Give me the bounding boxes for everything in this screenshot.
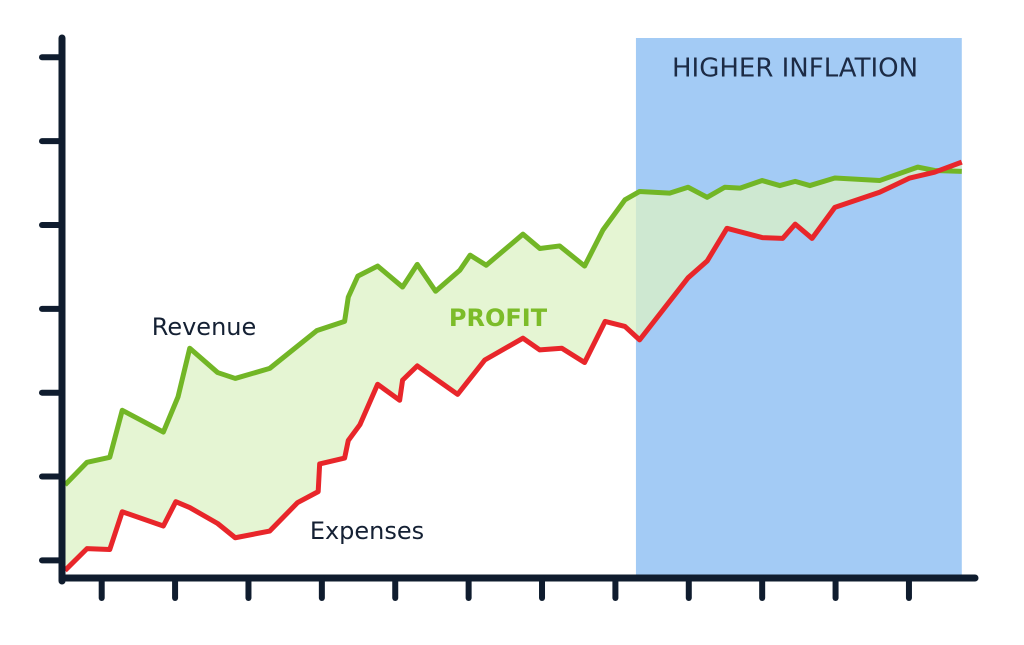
series-line (63, 164, 962, 487)
highlight-band (635, 38, 962, 578)
series-label: Revenue (152, 313, 257, 341)
series-label: Expenses (310, 517, 424, 545)
fill-label: PROFIT (449, 304, 548, 332)
highlight-label: HIGHER INFLATION (672, 54, 918, 84)
background-layer (65, 38, 962, 578)
profit-area (65, 162, 962, 571)
series-line (63, 159, 963, 573)
